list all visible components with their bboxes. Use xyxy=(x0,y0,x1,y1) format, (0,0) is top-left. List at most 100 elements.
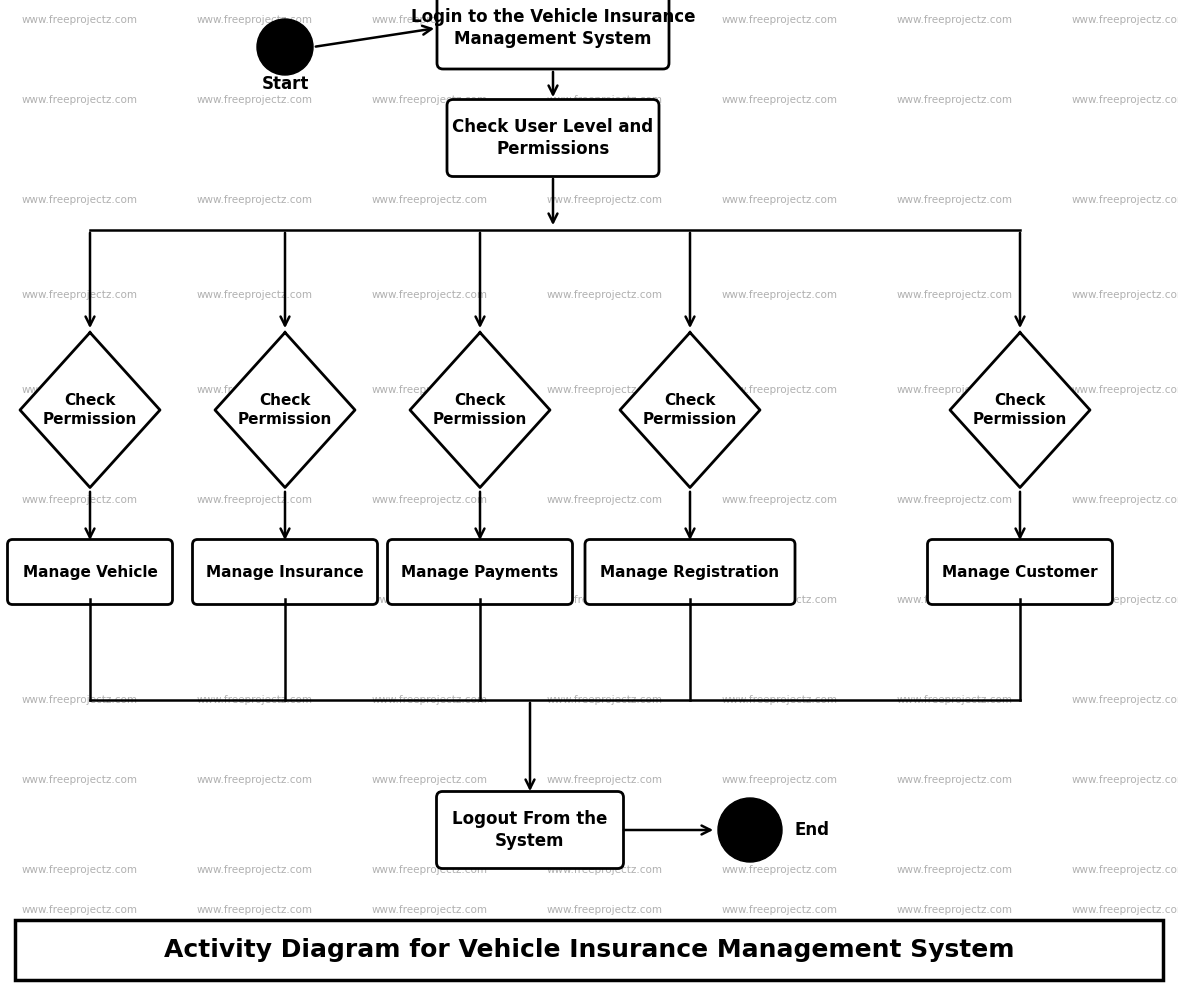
Text: www.freeprojectz.com: www.freeprojectz.com xyxy=(197,595,313,605)
Text: www.freeprojectz.com: www.freeprojectz.com xyxy=(722,865,838,875)
Text: Check User Level and
Permissions: Check User Level and Permissions xyxy=(452,118,654,158)
Text: End: End xyxy=(795,821,830,839)
Text: www.freeprojectz.com: www.freeprojectz.com xyxy=(1072,495,1178,505)
Text: www.freeprojectz.com: www.freeprojectz.com xyxy=(896,695,1013,705)
Text: www.freeprojectz.com: www.freeprojectz.com xyxy=(22,865,138,875)
Text: www.freeprojectz.com: www.freeprojectz.com xyxy=(1072,15,1178,25)
Text: www.freeprojectz.com: www.freeprojectz.com xyxy=(197,865,313,875)
Text: www.freeprojectz.com: www.freeprojectz.com xyxy=(547,15,663,25)
Text: www.freeprojectz.com: www.freeprojectz.com xyxy=(547,385,663,395)
Text: Manage Customer: Manage Customer xyxy=(942,564,1098,579)
Text: www.freeprojectz.com: www.freeprojectz.com xyxy=(722,195,838,205)
Text: www.freeprojectz.com: www.freeprojectz.com xyxy=(372,95,488,105)
Text: www.freeprojectz.com: www.freeprojectz.com xyxy=(896,865,1013,875)
Text: www.freeprojectz.com: www.freeprojectz.com xyxy=(896,905,1013,915)
Text: www.freeprojectz.com: www.freeprojectz.com xyxy=(197,95,313,105)
Text: www.freeprojectz.com: www.freeprojectz.com xyxy=(22,95,138,105)
Circle shape xyxy=(719,798,782,862)
Text: Manage Registration: Manage Registration xyxy=(601,564,780,579)
Text: www.freeprojectz.com: www.freeprojectz.com xyxy=(197,695,313,705)
Text: www.freeprojectz.com: www.freeprojectz.com xyxy=(372,495,488,505)
Text: www.freeprojectz.com: www.freeprojectz.com xyxy=(722,95,838,105)
Text: www.freeprojectz.com: www.freeprojectz.com xyxy=(547,95,663,105)
Text: www.freeprojectz.com: www.freeprojectz.com xyxy=(372,775,488,785)
Text: www.freeprojectz.com: www.freeprojectz.com xyxy=(547,865,663,875)
Text: Check
Permission: Check Permission xyxy=(432,393,528,427)
Polygon shape xyxy=(620,332,760,487)
Text: www.freeprojectz.com: www.freeprojectz.com xyxy=(1072,195,1178,205)
Text: www.freeprojectz.com: www.freeprojectz.com xyxy=(1072,290,1178,300)
Text: www.freeprojectz.com: www.freeprojectz.com xyxy=(547,595,663,605)
Text: www.freeprojectz.com: www.freeprojectz.com xyxy=(1072,385,1178,395)
Text: www.freeprojectz.com: www.freeprojectz.com xyxy=(372,195,488,205)
Text: www.freeprojectz.com: www.freeprojectz.com xyxy=(896,95,1013,105)
Text: www.freeprojectz.com: www.freeprojectz.com xyxy=(22,385,138,395)
Text: Check
Permission: Check Permission xyxy=(42,393,137,427)
Polygon shape xyxy=(949,332,1090,487)
FancyBboxPatch shape xyxy=(585,540,795,604)
FancyBboxPatch shape xyxy=(7,540,172,604)
Text: www.freeprojectz.com: www.freeprojectz.com xyxy=(22,695,138,705)
Text: www.freeprojectz.com: www.freeprojectz.com xyxy=(896,775,1013,785)
Text: Check
Permission: Check Permission xyxy=(643,393,737,427)
Text: www.freeprojectz.com: www.freeprojectz.com xyxy=(22,495,138,505)
Text: www.freeprojectz.com: www.freeprojectz.com xyxy=(1072,775,1178,785)
Text: Manage Insurance: Manage Insurance xyxy=(206,564,364,579)
Text: Manage Payments: Manage Payments xyxy=(402,564,558,579)
FancyBboxPatch shape xyxy=(15,920,1163,980)
Text: Logout From the
System: Logout From the System xyxy=(452,809,608,850)
Text: www.freeprojectz.com: www.freeprojectz.com xyxy=(22,15,138,25)
Text: www.freeprojectz.com: www.freeprojectz.com xyxy=(1072,695,1178,705)
Text: www.freeprojectz.com: www.freeprojectz.com xyxy=(722,775,838,785)
Text: www.freeprojectz.com: www.freeprojectz.com xyxy=(896,15,1013,25)
Text: www.freeprojectz.com: www.freeprojectz.com xyxy=(547,695,663,705)
FancyBboxPatch shape xyxy=(446,99,659,177)
Polygon shape xyxy=(20,332,160,487)
FancyBboxPatch shape xyxy=(192,540,377,604)
Text: www.freeprojectz.com: www.freeprojectz.com xyxy=(22,595,138,605)
Text: www.freeprojectz.com: www.freeprojectz.com xyxy=(372,290,488,300)
Text: www.freeprojectz.com: www.freeprojectz.com xyxy=(1072,95,1178,105)
Text: www.freeprojectz.com: www.freeprojectz.com xyxy=(372,695,488,705)
Text: www.freeprojectz.com: www.freeprojectz.com xyxy=(22,905,138,915)
Text: www.freeprojectz.com: www.freeprojectz.com xyxy=(22,290,138,300)
Text: www.freeprojectz.com: www.freeprojectz.com xyxy=(896,385,1013,395)
Text: www.freeprojectz.com: www.freeprojectz.com xyxy=(372,15,488,25)
Text: www.freeprojectz.com: www.freeprojectz.com xyxy=(197,385,313,395)
Text: www.freeprojectz.com: www.freeprojectz.com xyxy=(547,775,663,785)
Text: www.freeprojectz.com: www.freeprojectz.com xyxy=(1072,595,1178,605)
Text: www.freeprojectz.com: www.freeprojectz.com xyxy=(722,595,838,605)
Text: Login to the Vehicle Insurance
Management System: Login to the Vehicle Insurance Managemen… xyxy=(411,8,695,48)
Text: www.freeprojectz.com: www.freeprojectz.com xyxy=(722,290,838,300)
FancyBboxPatch shape xyxy=(927,540,1112,604)
Text: www.freeprojectz.com: www.freeprojectz.com xyxy=(197,15,313,25)
Text: www.freeprojectz.com: www.freeprojectz.com xyxy=(547,290,663,300)
Circle shape xyxy=(257,19,313,75)
Polygon shape xyxy=(216,332,355,487)
Text: www.freeprojectz.com: www.freeprojectz.com xyxy=(896,495,1013,505)
Text: www.freeprojectz.com: www.freeprojectz.com xyxy=(197,775,313,785)
Text: www.freeprojectz.com: www.freeprojectz.com xyxy=(22,775,138,785)
Text: www.freeprojectz.com: www.freeprojectz.com xyxy=(722,15,838,25)
Polygon shape xyxy=(410,332,550,487)
Text: www.freeprojectz.com: www.freeprojectz.com xyxy=(372,595,488,605)
Text: www.freeprojectz.com: www.freeprojectz.com xyxy=(722,495,838,505)
Text: www.freeprojectz.com: www.freeprojectz.com xyxy=(372,905,488,915)
Text: www.freeprojectz.com: www.freeprojectz.com xyxy=(896,290,1013,300)
Text: www.freeprojectz.com: www.freeprojectz.com xyxy=(197,195,313,205)
Text: www.freeprojectz.com: www.freeprojectz.com xyxy=(22,195,138,205)
Text: www.freeprojectz.com: www.freeprojectz.com xyxy=(1072,865,1178,875)
Text: www.freeprojectz.com: www.freeprojectz.com xyxy=(896,195,1013,205)
Text: www.freeprojectz.com: www.freeprojectz.com xyxy=(547,495,663,505)
Text: www.freeprojectz.com: www.freeprojectz.com xyxy=(547,195,663,205)
Text: www.freeprojectz.com: www.freeprojectz.com xyxy=(547,905,663,915)
Text: www.freeprojectz.com: www.freeprojectz.com xyxy=(372,385,488,395)
Text: www.freeprojectz.com: www.freeprojectz.com xyxy=(722,905,838,915)
FancyBboxPatch shape xyxy=(437,0,669,69)
Text: Activity Diagram for Vehicle Insurance Management System: Activity Diagram for Vehicle Insurance M… xyxy=(164,938,1014,962)
Text: www.freeprojectz.com: www.freeprojectz.com xyxy=(197,905,313,915)
Text: www.freeprojectz.com: www.freeprojectz.com xyxy=(197,290,313,300)
Text: Manage Vehicle: Manage Vehicle xyxy=(22,564,158,579)
Text: www.freeprojectz.com: www.freeprojectz.com xyxy=(1072,905,1178,915)
Text: Check
Permission: Check Permission xyxy=(973,393,1067,427)
